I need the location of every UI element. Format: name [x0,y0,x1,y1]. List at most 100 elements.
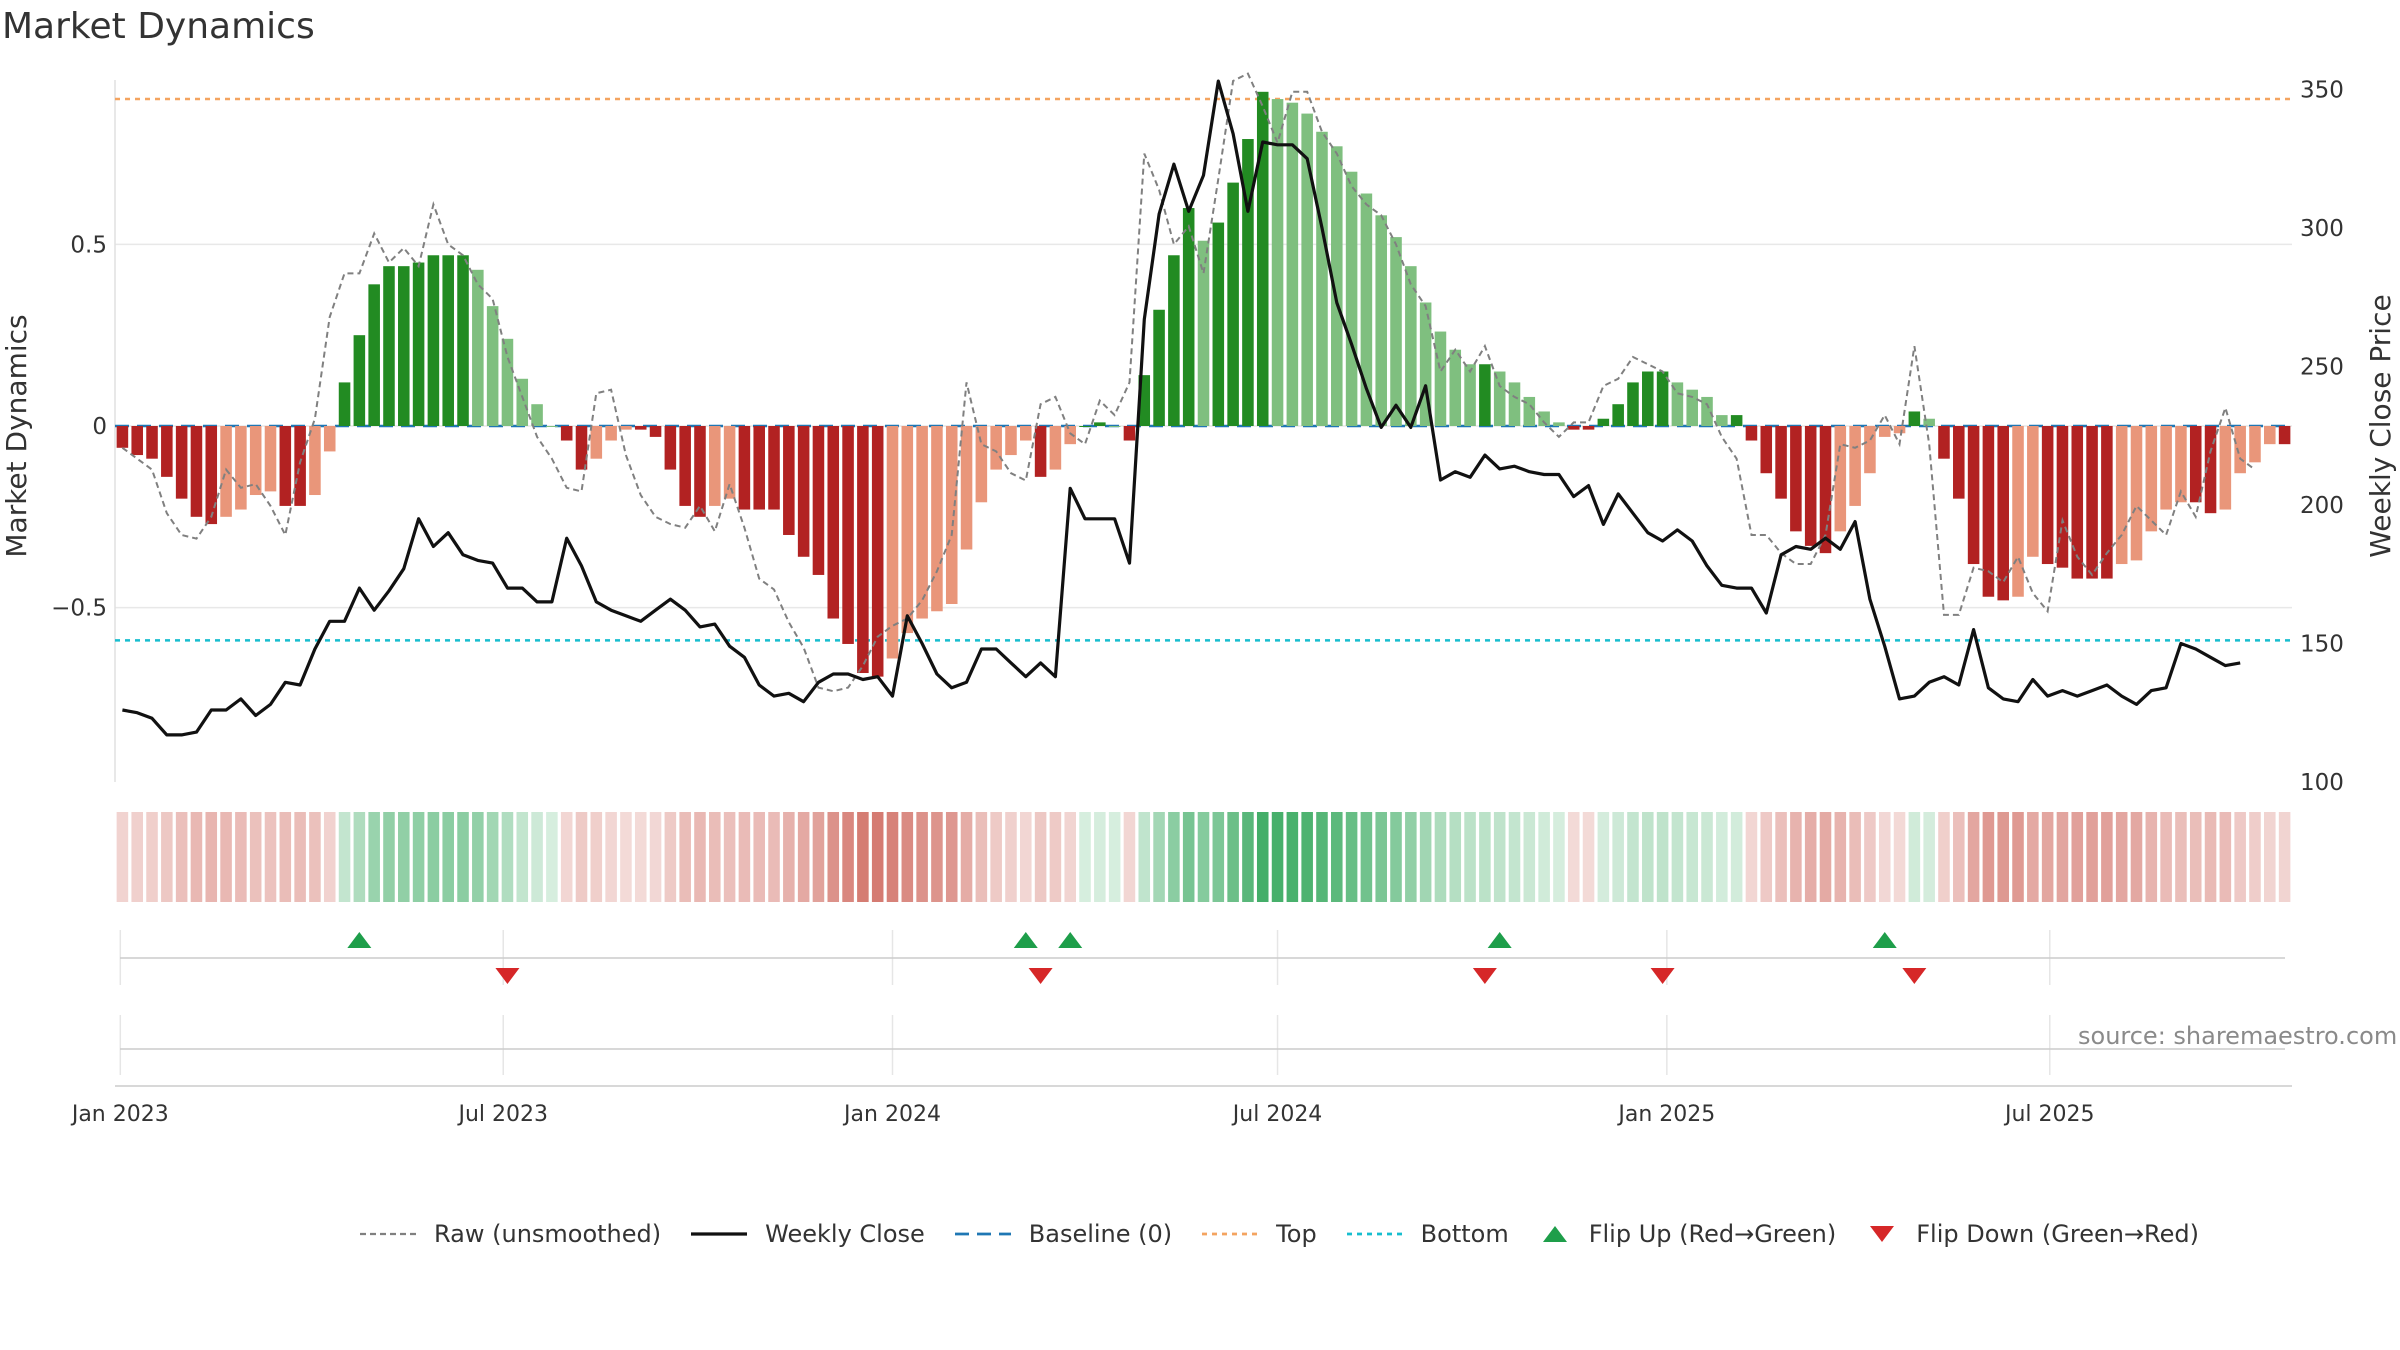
bar [886,426,899,659]
bar [190,426,203,517]
strip-cell [1197,812,1210,902]
y-axis-label: Market Dynamics [0,314,33,557]
bar [634,426,647,430]
flip-up-marker [1487,932,1512,948]
legend-swatch [1346,1232,1403,1236]
strip-cell [2071,812,2084,902]
bar [2130,426,2143,561]
strip-cell [1671,812,1684,902]
bar [1138,375,1151,426]
strip-cell [531,812,543,902]
bar [1434,331,1447,426]
raw-series-line [121,72,2256,693]
strip-cell [960,812,973,902]
bar [1242,139,1254,427]
bar [146,426,158,459]
strip-cell [546,812,558,902]
bar [1923,418,1935,426]
bar [975,426,988,503]
strip-cell [2130,812,2143,902]
bar [1819,426,1832,554]
strip-cell [1464,812,1476,902]
bar [1479,364,1491,426]
chart-title: Market Dynamics [2,6,315,47]
bar [620,426,632,430]
bar [2071,426,2084,579]
strip-cell [190,812,203,902]
bar [1745,426,1758,441]
legend-item-bottom: Bottom [1343,1219,1509,1249]
strip-cell [916,812,928,902]
strip-cell [1745,812,1758,902]
bar [2160,426,2172,510]
bar [546,426,558,427]
bar [116,426,129,448]
bar [1493,371,1506,426]
bar [205,426,218,525]
strip-cell [575,812,588,902]
bar [694,426,706,517]
bar [531,404,543,426]
bar [323,426,336,452]
bar [1642,371,1654,426]
strip-cell [1760,812,1773,902]
legend-label: Bottom [1420,1220,1509,1248]
bar [2189,426,2202,503]
strip-cell [131,812,143,902]
strip-cell [605,812,617,902]
legend-item-baseline: Baseline (0) [951,1219,1172,1249]
strip-cell [768,812,780,902]
bars-layer [116,91,2291,677]
strip-cell [2115,812,2128,902]
flip-down-marker [495,968,520,984]
strip-cell [990,812,1002,902]
strip-cell [2101,812,2113,902]
strip-cell [753,812,765,902]
strip-cell [679,812,691,902]
bar [738,426,751,510]
bar [1419,302,1432,426]
bar [1108,426,1121,427]
strip-cell [2012,812,2024,902]
flip-down-marker [1028,968,1053,984]
bar [131,426,143,456]
bar [1049,426,1062,470]
regime-strip [116,812,2291,902]
bar [2175,426,2187,503]
strip-cell [1242,812,1254,902]
strip-cell [1182,812,1195,902]
strip-cell [1612,812,1624,902]
strip-cell [1064,812,1076,902]
bar [427,255,440,426]
strip-cell [1967,812,1980,902]
bar [1938,426,1950,459]
strip-cell [1701,812,1713,902]
strip-cell [1908,812,1921,902]
bar [901,426,914,634]
legend-item-raw: Raw (unsmoothed) [356,1219,661,1249]
bar [1982,426,1995,597]
y-tick-label: 0 [92,414,107,440]
strip-cell [1730,812,1743,902]
strip-cell [235,812,247,902]
strip-cell [1331,812,1343,902]
strip-cell [2041,812,2054,902]
bar [1256,91,1269,426]
strip-cell [1079,812,1091,902]
bar [560,426,573,441]
bar [1567,426,1580,430]
bar [1716,415,1728,426]
legend-label: Weekly Close [765,1220,925,1248]
flip-up-marker [1872,932,1897,948]
bar [1271,99,1284,427]
x-tick-label: Jul 2023 [456,1102,548,1127]
x-tick-label: Jul 2025 [2003,1102,2095,1127]
bar [871,426,884,677]
bar [649,426,662,437]
strip-cell [664,812,677,902]
y2-tick-label: 300 [2300,216,2344,242]
strip-cell [1360,812,1373,902]
strip-cell [1790,812,1802,902]
bar [827,426,840,619]
